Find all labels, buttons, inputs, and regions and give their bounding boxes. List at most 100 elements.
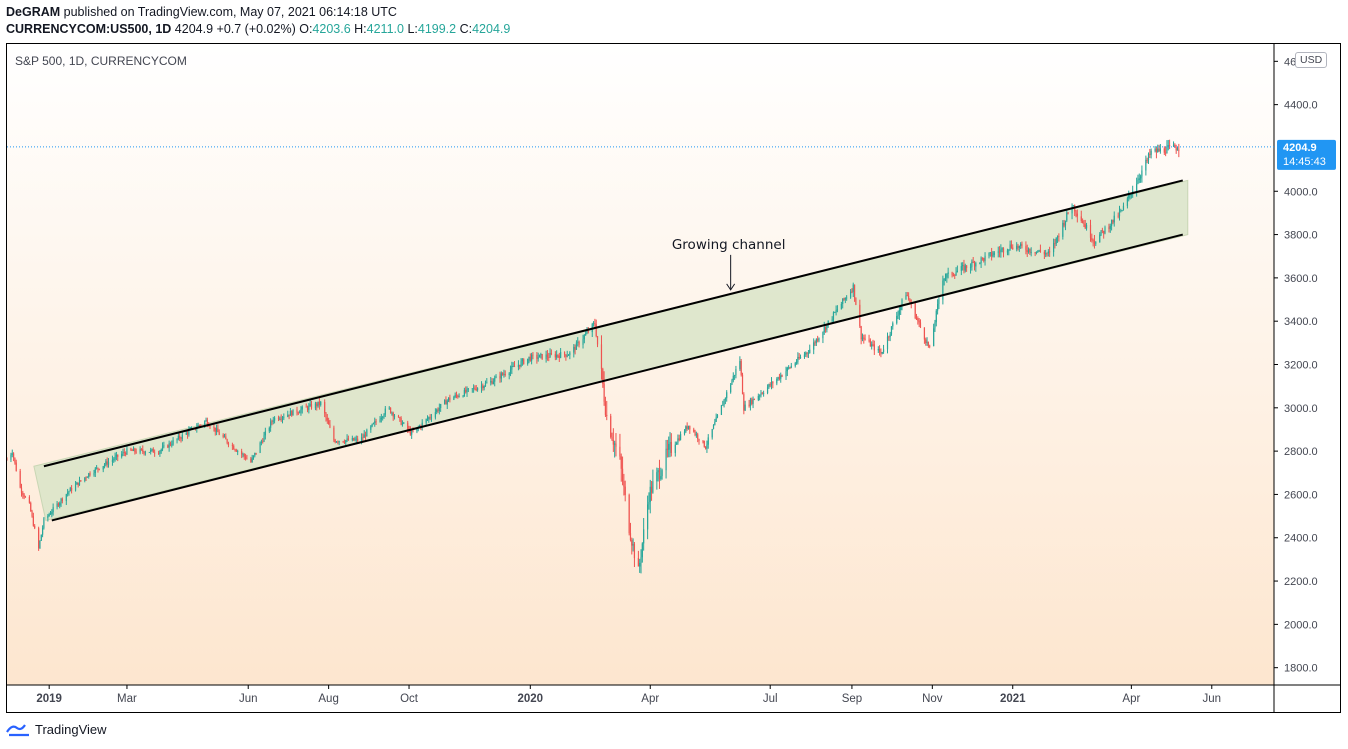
candle-body <box>938 299 940 304</box>
candle-body <box>244 456 247 459</box>
candle-body <box>465 389 467 393</box>
candle-body <box>40 534 42 541</box>
candle-body <box>1155 148 1158 153</box>
candle-body <box>455 394 458 396</box>
candle-body <box>624 486 626 495</box>
candle-body <box>197 425 199 428</box>
candle-body <box>735 369 737 375</box>
candle-body <box>306 407 309 410</box>
candle-body <box>353 438 355 441</box>
candle-body <box>407 422 409 430</box>
candle-body <box>998 251 1001 253</box>
candle-body <box>399 417 401 419</box>
candle-body <box>919 322 922 328</box>
candle-body <box>760 393 762 396</box>
chart-plot[interactable]: Growing channel 4600.04400.04000.03800.0… <box>7 44 1341 713</box>
candle-body <box>739 361 741 370</box>
candle-body <box>449 397 451 400</box>
candle-body <box>832 312 835 320</box>
candle-body <box>694 431 696 435</box>
candle-body <box>1141 170 1143 177</box>
channel-upper-line[interactable] <box>43 179 1184 468</box>
candle-body <box>270 421 272 428</box>
candle-body <box>78 480 81 486</box>
candle-body <box>143 451 145 454</box>
candle-body <box>467 388 469 390</box>
candle-body <box>955 272 957 276</box>
candle-body <box>814 342 816 344</box>
candle-body <box>853 284 856 298</box>
candle-body <box>844 298 846 300</box>
candle-body <box>371 423 373 427</box>
candle-body <box>512 365 514 367</box>
candle-body <box>1080 216 1082 222</box>
footer-brand: TradingView <box>35 721 107 737</box>
candle-body <box>602 368 604 384</box>
annotation-layer: Growing channel <box>672 237 786 291</box>
candle-body <box>873 344 875 351</box>
candle-body <box>592 323 595 325</box>
candle-body <box>863 337 865 339</box>
candle-body <box>97 467 99 469</box>
candle-body <box>94 468 96 474</box>
candle-body <box>947 272 949 275</box>
publish-line: DeGRAM published on TradingView.com, May… <box>6 4 510 21</box>
candle-body <box>1108 227 1110 229</box>
candle-body <box>705 446 707 449</box>
channel-lines-layer <box>43 179 1184 522</box>
candle-body <box>685 426 687 432</box>
candle-body <box>379 419 381 422</box>
candle-body <box>826 324 828 330</box>
candle-body <box>1064 220 1067 226</box>
candle-body <box>836 309 839 311</box>
price-axis[interactable]: 4600.04400.04000.03800.03600.03400.03200… <box>1274 56 1318 675</box>
candle-body <box>979 262 981 264</box>
candle-body <box>707 437 709 445</box>
channel-lower-line[interactable] <box>51 233 1184 522</box>
candle-body <box>326 417 328 421</box>
candle-body <box>595 324 597 337</box>
currency-badge[interactable]: USD <box>1295 52 1328 68</box>
annotation-label[interactable]: Growing channel <box>672 237 786 253</box>
candle-body <box>1120 210 1122 212</box>
candle-body <box>1103 230 1105 234</box>
candle-body <box>389 407 392 413</box>
candle-body <box>360 437 363 442</box>
candle-body <box>563 352 566 355</box>
candle-body <box>1047 251 1049 254</box>
candle-body <box>781 375 783 377</box>
candle-body <box>1006 250 1009 253</box>
candle-body <box>1017 245 1019 248</box>
candle-body <box>706 444 708 449</box>
candle-body <box>122 452 124 454</box>
candle-body <box>80 480 82 482</box>
candle-body <box>606 414 608 417</box>
x-tick-label: Jun <box>239 693 258 705</box>
candle-body <box>743 394 745 411</box>
candle-body <box>150 449 152 453</box>
candle-body <box>438 407 440 411</box>
candle-body <box>768 384 770 388</box>
candle-body <box>272 420 274 422</box>
candle-body <box>51 512 53 514</box>
candle-body <box>577 341 579 343</box>
author-name[interactable]: DeGRAM <box>6 5 61 19</box>
candle-body <box>877 349 879 351</box>
candle-body <box>807 352 810 354</box>
candle-body <box>596 336 599 345</box>
candle-body <box>842 298 844 304</box>
candle-body <box>864 338 866 340</box>
candle-body <box>397 415 400 418</box>
candle-body <box>297 412 299 414</box>
chart-frame[interactable]: Growing channel 4600.04400.04000.03800.0… <box>6 43 1341 713</box>
candle-body <box>668 443 670 450</box>
candle-body <box>789 367 791 369</box>
candle-body <box>523 359 525 364</box>
candle-body <box>1122 205 1125 210</box>
footer[interactable]: TradingView <box>6 721 107 737</box>
candle-body <box>861 337 864 340</box>
time-axis[interactable]: 2019 Mar Jun Aug Oct 2020 Apr Jul Sep Nov 2021 Apr J… <box>36 685 1221 705</box>
candle-body <box>318 401 320 405</box>
candle-body <box>583 335 585 340</box>
candle-body <box>872 344 874 346</box>
